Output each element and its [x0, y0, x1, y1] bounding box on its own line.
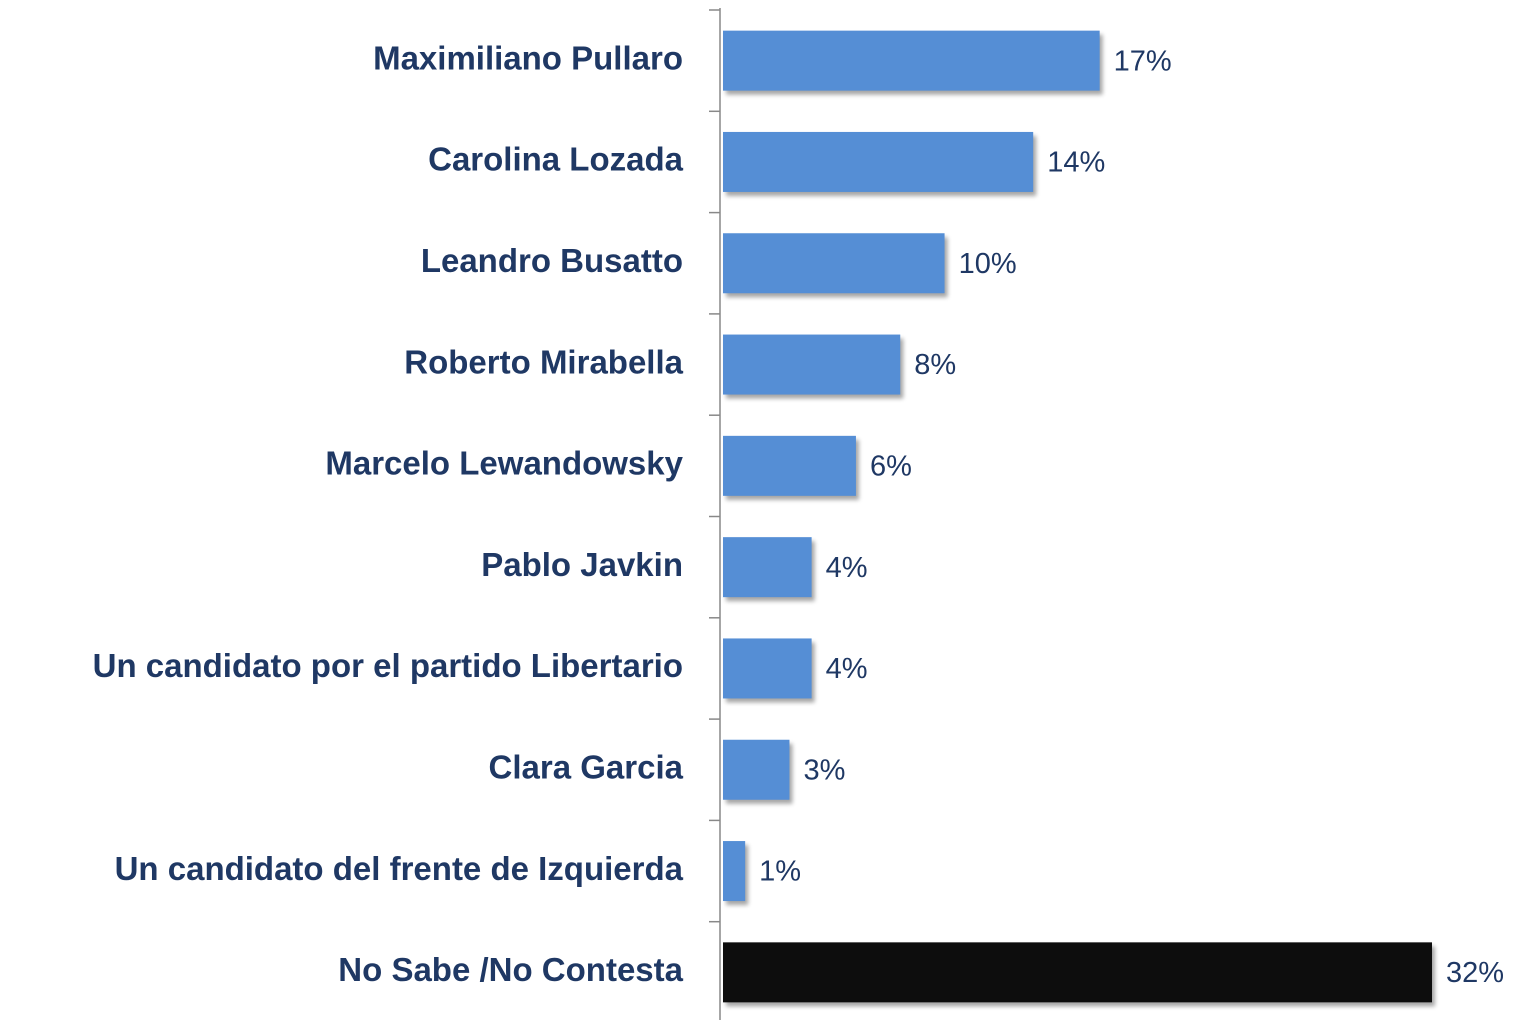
value-label: 8% — [914, 349, 956, 381]
value-label: 6% — [870, 451, 912, 483]
category-label: Carolina Lozada — [428, 141, 684, 178]
bar — [723, 233, 945, 294]
value-label: 17% — [1114, 45, 1172, 77]
category-label: Marcelo Lewandowsky — [325, 445, 683, 482]
bar — [723, 131, 1034, 192]
value-label: 1% — [759, 856, 801, 888]
bar — [723, 739, 790, 800]
value-label: 14% — [1047, 147, 1105, 179]
category-label: Roberto Mirabella — [404, 343, 683, 380]
bar — [723, 638, 812, 699]
value-label: 3% — [803, 754, 845, 786]
bar — [723, 942, 1432, 1003]
bar — [723, 537, 812, 598]
value-label: 4% — [826, 552, 868, 584]
bar — [723, 334, 901, 395]
category-label: Maximiliano Pullaro — [373, 39, 683, 76]
bar — [723, 30, 1100, 91]
value-label: 4% — [826, 653, 868, 685]
category-label: Leandro Busatto — [421, 242, 683, 279]
category-label: No Sabe /No Contesta — [338, 951, 683, 988]
category-label: Un candidato por el partido Libertario — [93, 647, 683, 684]
category-label: Pablo Javkin — [481, 546, 683, 583]
value-label: 10% — [959, 248, 1017, 280]
bar — [723, 841, 746, 902]
bar — [723, 435, 856, 496]
category-label: Un candidato del frente de Izquierda — [115, 850, 684, 887]
category-label: Clara Garcia — [489, 748, 684, 785]
value-label: 32% — [1446, 957, 1504, 989]
